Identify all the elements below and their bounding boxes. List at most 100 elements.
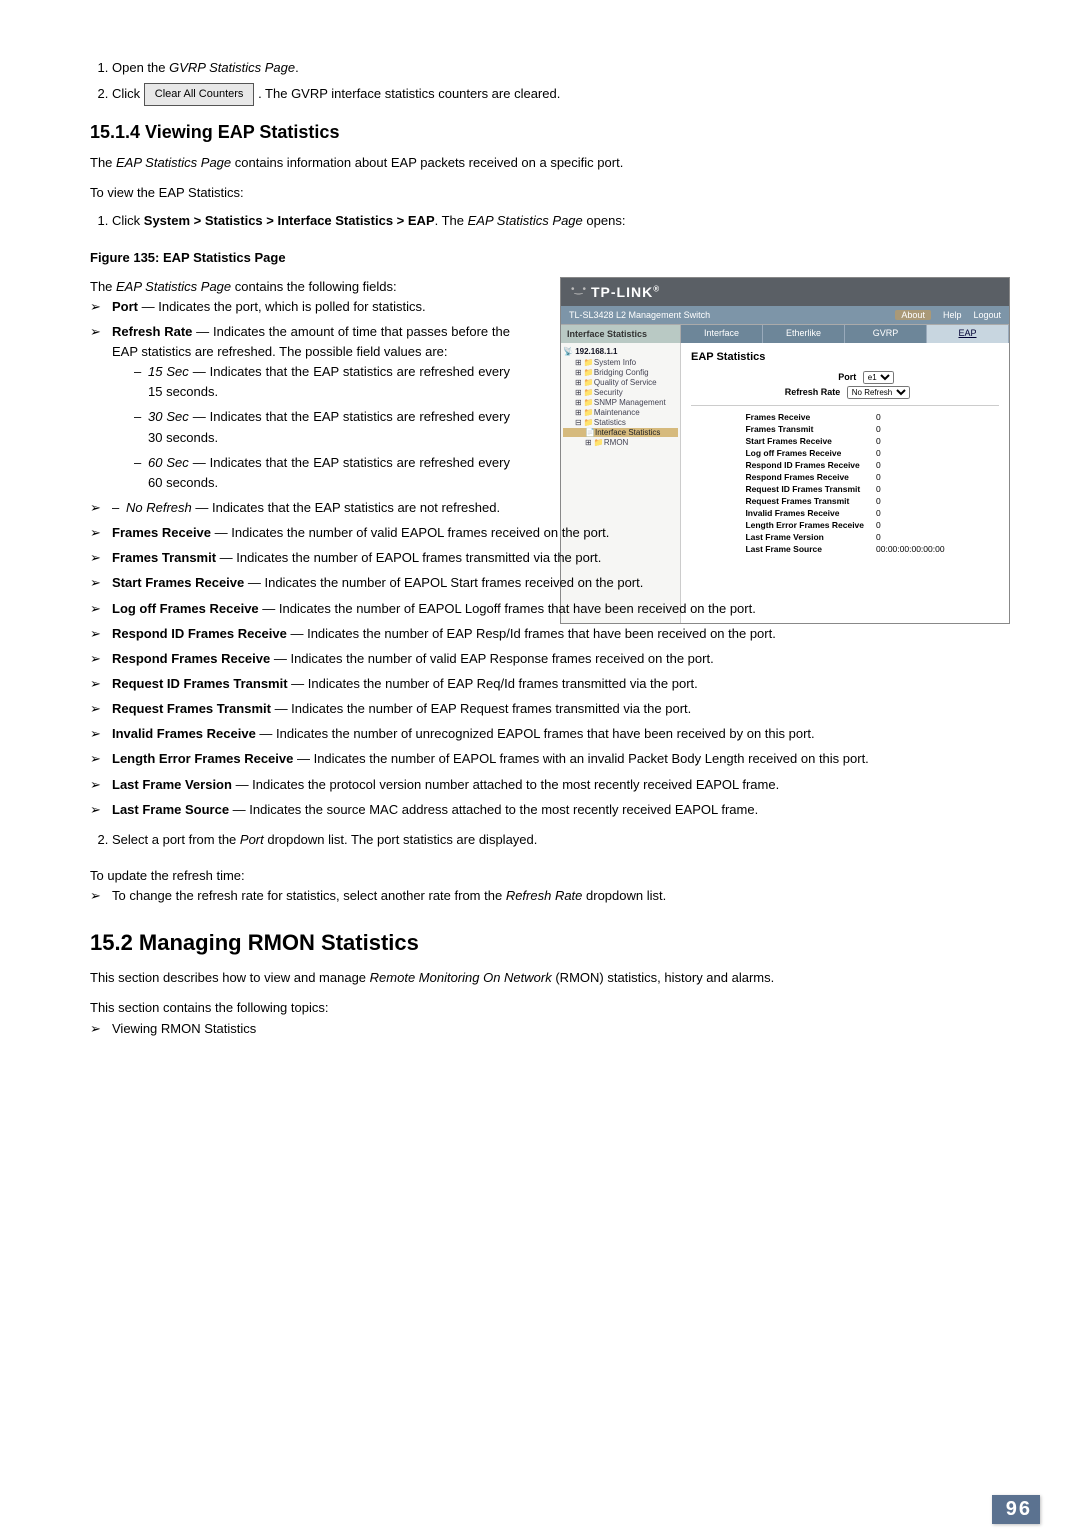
tree-item[interactable]: ⊞ 📁Maintenance [563,408,678,417]
field-last-frame-version: Last Frame Version — Indicates the proto… [90,775,1010,795]
t: Maintenance [594,408,640,417]
table-row: Start Frames Receive0 [741,436,948,446]
t: dropdown list. The port statistics are d… [264,832,538,847]
field-last-frame-source: Last Frame Source — Indicates the source… [90,800,1010,820]
tree-item[interactable]: ⊞ 📁System Info [563,358,678,367]
heading-15-2: 15.2 Managing RMON Statistics [90,930,1010,956]
eap-open-step-1: Click System > Statistics > Interface St… [112,211,1010,231]
refresh-select[interactable]: No Refresh [847,386,910,399]
c: 0 [870,412,949,422]
tree-item[interactable]: ⊞ 📁RMON [563,438,678,447]
refresh-15: 15 Sec — Indicates that the EAP statisti… [134,362,510,402]
t: — Indicates the number of EAPOL frames t… [216,550,601,565]
field-list-left: Port — Indicates the port, which is poll… [90,297,510,493]
eap-select-port-steps: Select a port from the Port dropdown lis… [90,830,1010,850]
table-row: Respond Frames Receive0 [741,472,948,482]
t: Last Frame Version [112,777,232,792]
field-refresh-rate: Refresh Rate — Indicates the amount of t… [90,322,510,493]
tab-interface[interactable]: Interface [681,325,763,343]
tab-eap[interactable]: EAP [927,325,1009,343]
t: No Refresh [126,500,192,515]
t: contains the following fields: [231,279,396,294]
text: Open the [112,60,169,75]
t: — Indicates the number of EAPOL frames w… [293,751,868,766]
t: Length Error Frames Receive [112,751,293,766]
rmon-topic-item: Viewing RMON Statistics [90,1019,1010,1039]
eap-open-steps: Click System > Statistics > Interface St… [90,211,1010,231]
text: . The GVRP interface statistics counters… [258,86,560,101]
clear-all-counters-button[interactable]: Clear All Counters [144,83,255,106]
tree-root[interactable]: 📡 192.168.1.1 [563,347,678,356]
c: Log off Frames Receive [741,448,868,458]
field-port: Port — Indicates the port, which is poll… [90,297,510,317]
c: Frames Transmit [741,424,868,434]
tab-gvrp[interactable]: GVRP [845,325,927,343]
t: — Indicates the number of EAPOL Logoff f… [259,601,756,616]
t: — Indicates the number of unrecognized E… [256,726,815,741]
about-link[interactable]: About [895,310,931,320]
field-frames-receive: Frames Receive — Indicates the number of… [90,523,1010,543]
table-row: Respond ID Frames Receive0 [741,460,948,470]
field-respond-id-frames-receive: Respond ID Frames Receive — Indicates th… [90,624,1010,644]
logout-link[interactable]: Logout [973,310,1001,320]
c: Respond Frames Receive [741,472,868,482]
eap-fields-intro: The EAP Statistics Page contains the fol… [90,277,510,297]
titlebar: •‿• TP-LINK® [561,278,1009,306]
port-select[interactable]: e1 [863,371,894,384]
t: Log off Frames Receive [112,601,259,616]
t: Last Frame Source [112,802,229,817]
brand-logo: TP-LINK® [591,284,660,300]
refresh-values: 15 Sec — Indicates that the EAP statisti… [112,362,510,493]
t: Remote Monitoring On Network [370,970,552,985]
t: — Indicates that the EAP statistics are … [148,364,510,399]
tree-item[interactable]: ⊞ 📁Quality of Service [563,378,678,387]
table-row: Log off Frames Receive0 [741,448,948,458]
field-respond-frames-receive: Respond Frames Receive — Indicates the n… [90,649,1010,669]
rmon-intro-1: This section describes how to view and m… [90,968,1010,988]
heading-15-1-4: 15.1.4 Viewing EAP Statistics [90,122,1010,143]
page-name: GVRP Statistics Page [169,60,295,75]
t: Refresh Rate [506,888,583,903]
tree-item[interactable]: ⊞ 📁Security [563,388,678,397]
t: — Indicates that the EAP statistics are … [192,500,500,515]
c: 0 [870,484,949,494]
t: Request ID Frames Transmit [112,676,288,691]
controls: Port e1 Refresh Rate No Refresh [691,371,999,399]
t: Quality of Service [594,378,657,387]
t: 15 Sec [148,364,189,379]
gvrp-step-2: Click Clear All Counters . The GVRP inte… [112,83,1010,106]
t: . The [435,213,468,228]
t: To change the refresh rate for statistic… [112,888,506,903]
refresh-30: 30 Sec — Indicates that the EAP statisti… [134,407,510,447]
tree-item-selected[interactable]: 📄Interface Statistics [563,428,678,437]
t: (RMON) statistics, history and alarms. [552,970,775,985]
logo-icon: •‿• [571,285,585,299]
content-title: EAP Statistics [691,351,999,363]
rmon-intro-2: This section contains the following topi… [90,998,1010,1018]
tab-etherlike[interactable]: Etherlike [763,325,845,343]
update-refresh-list: To change the refresh rate for statistic… [90,886,1010,906]
t: Port [112,299,138,314]
t: Start Frames Receive [112,575,244,590]
t: 60 Sec [148,455,189,470]
c: Start Frames Receive [741,436,868,446]
rmon-topic-list: Viewing RMON Statistics [90,1019,1010,1039]
figure-135-caption: Figure 135: EAP Statistics Page [90,250,1010,265]
t: SNMP Management [594,398,666,407]
t: Select a port from the [112,832,240,847]
page-number: 96 [992,1495,1040,1524]
tree-item[interactable]: ⊞ 📁SNMP Management [563,398,678,407]
t: Respond ID Frames Receive [112,626,287,641]
t: The [90,155,116,170]
gvrp-step-1: Open the GVRP Statistics Page. [112,58,1010,78]
tree-item[interactable]: ⊟ 📁Statistics [563,418,678,427]
tree-item[interactable]: ⊞ 📁Bridging Config [563,368,678,377]
refresh-60: 60 Sec — Indicates that the EAP statisti… [134,453,510,493]
t: Click [112,213,144,228]
t: Invalid Frames Receive [112,726,256,741]
t: EAP Statistics Page [468,213,583,228]
t: — Indicates the number of EAP Request fr… [271,701,691,716]
help-link[interactable]: Help [943,310,962,320]
field-invalid-frames-receive: Invalid Frames Receive — Indicates the n… [90,724,1010,744]
t: 192.168.1.1 [575,347,617,356]
